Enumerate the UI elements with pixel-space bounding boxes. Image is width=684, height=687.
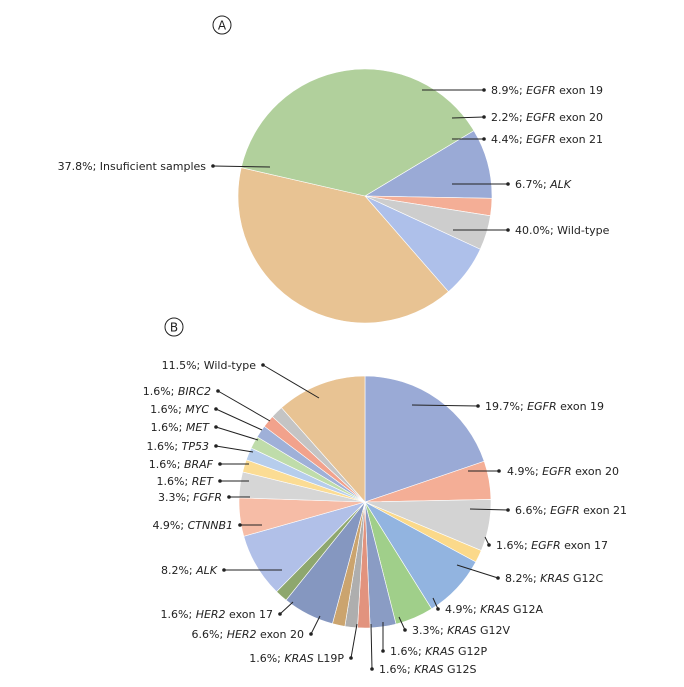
panel-b-badge bbox=[164, 317, 184, 337]
pie-b-label-6-6-egfr-exon-21: 6.6%; EGFR exon 21 bbox=[515, 504, 627, 517]
pie-b-label-1-6-met: 1.6%; MET bbox=[151, 421, 211, 434]
pie-b-label-1-6-her2-exon-17: 1.6%; HER2 exon 17 bbox=[161, 608, 273, 621]
pie-b-leader-dot-1-6-kras-g12s bbox=[370, 667, 374, 671]
pie-a-label-37-8-insuficient-samples: 37.8%; Insuficient samples bbox=[58, 160, 207, 173]
pie-b-leader-line-8-2-kras-g12c bbox=[456, 564, 499, 579]
pie-b-leader-line-1-6-met bbox=[215, 426, 259, 441]
pie-b-leader-dot-1-6-tp53 bbox=[214, 444, 218, 448]
pie-b-label-3-3-fgfr: 3.3%; FGFR bbox=[158, 491, 222, 504]
pie-b-slices bbox=[238, 375, 492, 629]
pie-b-label-8-2-kras-g12c: 8.2%; KRAS G12C bbox=[505, 572, 604, 585]
pie-b-leader-dot-1-6-egfr-exon-17 bbox=[487, 543, 491, 547]
pie-a-label-8-9-egfr-exon-19: 8.9%; EGFR exon 19 bbox=[491, 84, 603, 97]
pie-b-label-1-6-ret: 1.6%; RET bbox=[157, 475, 215, 488]
pie-b-slice-11-5-wild-type bbox=[281, 375, 366, 503]
pie-b-leader-line-19-7-egfr-exon-19 bbox=[411, 404, 479, 407]
pie-b-leader-dot-4-9-egfr-exon-20 bbox=[497, 469, 501, 473]
panel-a-letter: A bbox=[218, 19, 227, 33]
pie-b-label-3-3-kras-g12v: 3.3%; KRAS G12V bbox=[412, 624, 511, 637]
pie-b-leader-line-1-6-myc bbox=[215, 408, 263, 431]
pie-b-leader-dot-1-6-kras-l19p bbox=[349, 656, 353, 660]
pie-b-label-1-6-birc2: 1.6%; BIRC2 bbox=[143, 385, 211, 398]
pie-a-slices bbox=[237, 68, 493, 324]
pie-b-leader-line-1-6-kras-g12s bbox=[370, 623, 373, 670]
pie-b-leader-dot-1-6-braf bbox=[218, 462, 222, 466]
pie-b-leader-dot-1-6-myc bbox=[214, 407, 218, 411]
pie-b-leader-line-1-6-kras-l19p bbox=[350, 623, 358, 659]
pie-a-labels: 8.9%; EGFR exon 19 2.2%; EGFR exon 20 4.4%… bbox=[58, 84, 610, 237]
panel-b-letter: B bbox=[170, 321, 178, 335]
pie-a-leader-dot-2-2-egfr-exon-20 bbox=[482, 115, 486, 119]
pie-a-label-6-7-alk: 6.7%; ALK bbox=[515, 178, 572, 191]
pie-b-leader-dot-3-3-kras-g12v bbox=[403, 628, 407, 632]
pie-b-leader-dot-6-6-egfr-exon-21 bbox=[506, 508, 510, 512]
pie-b-label-4-9-kras-g12a: 4.9%; KRAS G12A bbox=[445, 603, 544, 616]
pie-b-leader-line-1-6-her2-exon-17 bbox=[279, 601, 294, 615]
pie-b-label-1-6-tp53: 1.6%; TP53 bbox=[146, 440, 209, 453]
pie-b-label-19-7-egfr-exon-19: 19.7%; EGFR exon 19 bbox=[485, 400, 604, 413]
pie-a-leader-dot-8-9-egfr-exon-19 bbox=[482, 88, 486, 92]
pie-b-leader-dot-1-6-kras-g12p bbox=[381, 649, 385, 653]
pie-a-leader-dot-6-7-alk bbox=[506, 182, 510, 186]
pie-b-label-1-6-kras-l19p: 1.6%; KRAS L19P bbox=[249, 652, 344, 665]
pie-b-label-1-6-kras-g12p: 1.6%; KRAS G12P bbox=[390, 645, 488, 658]
pie-b-leader-dot-8-2-kras-g12c bbox=[496, 576, 500, 580]
pie-b-label-1-6-myc: 1.6%; MYC bbox=[150, 403, 209, 416]
pie-b-leader-dot-1-6-birc2 bbox=[216, 389, 220, 393]
pie-a-leader-line-37-8-insuficient-samples bbox=[212, 165, 271, 168]
pie-b-label-4-9-ctnnb1: 4.9%; CTNNB1 bbox=[152, 519, 233, 532]
pie-b-leader-dot-6-6-her2-exon-20 bbox=[309, 632, 313, 636]
pie-a-label-40-0-wild-type: 40.0%; Wild-type bbox=[515, 224, 610, 237]
pie-b-label-11-5-wild-type: 11.5%; Wild-type bbox=[162, 359, 257, 372]
panel-a-badge bbox=[212, 15, 232, 35]
pie-b-leader-dot-8-2-alk bbox=[222, 568, 226, 572]
pie-b-slice-19-7-egfr-exon-19 bbox=[364, 375, 485, 503]
pie-a-label-2-2-egfr-exon-20: 2.2%; EGFR exon 20 bbox=[491, 111, 603, 124]
pie-b-label-4-9-egfr-exon-20: 4.9%; EGFR exon 20 bbox=[507, 465, 619, 478]
pie-b-leader-dot-1-6-ret bbox=[218, 479, 222, 483]
pie-b-leader-dot-1-6-her2-exon-17 bbox=[278, 612, 282, 616]
panel-b: B 19.7%; EGFR exon 19 4.9%; EGFR exon 20 6… bbox=[143, 317, 627, 676]
pie-b-label-8-2-alk: 8.2%; ALK bbox=[161, 564, 218, 577]
pie-b-leader-dot-4-9-ctnnb1 bbox=[238, 523, 242, 527]
pie-a-label-4-4-egfr-exon-21: 4.4%; EGFR exon 21 bbox=[491, 133, 603, 146]
pie-a-leader-dot-37-8-insuficient-samples bbox=[211, 164, 215, 168]
pie-b-label-1-6-braf: 1.6%; BRAF bbox=[149, 458, 214, 471]
pie-b-leader-line-11-5-wild-type bbox=[262, 364, 320, 399]
pie-b-leader-dot-1-6-met bbox=[214, 425, 218, 429]
pie-b-leader-line-6-6-her2-exon-20 bbox=[310, 615, 321, 635]
pie-b-leader-line-3-3-kras-g12v bbox=[398, 616, 406, 631]
pie-b-labels: 19.7%; EGFR exon 19 4.9%; EGFR exon 20 6.6… bbox=[143, 359, 627, 676]
pie-b-leader-line-4-9-kras-g12a bbox=[432, 597, 439, 610]
pie-a-leader-dot-40-0-wild-type bbox=[506, 228, 510, 232]
pie-a-slice-40-0-wild-type bbox=[237, 167, 449, 324]
pie-b-leader-line-1-6-birc2 bbox=[217, 390, 271, 422]
pie-b-leader-dot-11-5-wild-type bbox=[261, 363, 265, 367]
pie-b-leader-dot-19-7-egfr-exon-19 bbox=[476, 404, 480, 408]
pie-b-label-1-6-kras-g12s: 1.6%; KRAS G12S bbox=[379, 663, 477, 676]
pie-b-label-6-6-her2-exon-20: 6.6%; HER2 exon 20 bbox=[192, 628, 304, 641]
pie-b-leader-line-6-6-egfr-exon-21 bbox=[469, 508, 509, 511]
pie-a-leader-dot-4-4-egfr-exon-21 bbox=[482, 137, 486, 141]
pie-a-leader-line-2-2-egfr-exon-20 bbox=[451, 116, 485, 119]
pie-b-leader-dot-3-3-fgfr bbox=[227, 495, 231, 499]
pie-b-label-1-6-egfr-exon-17: 1.6%; EGFR exon 17 bbox=[496, 539, 608, 552]
pie-b-leader-dot-4-9-kras-g12a bbox=[436, 607, 440, 611]
pie-a-slice-37-8-insuficient-samples bbox=[240, 68, 475, 197]
panel-a: A 8.9%; EGFR exon 19 2.2%; EGFR exon 20 4.… bbox=[58, 15, 610, 324]
pie-b-leader-line-1-6-tp53 bbox=[215, 445, 254, 453]
